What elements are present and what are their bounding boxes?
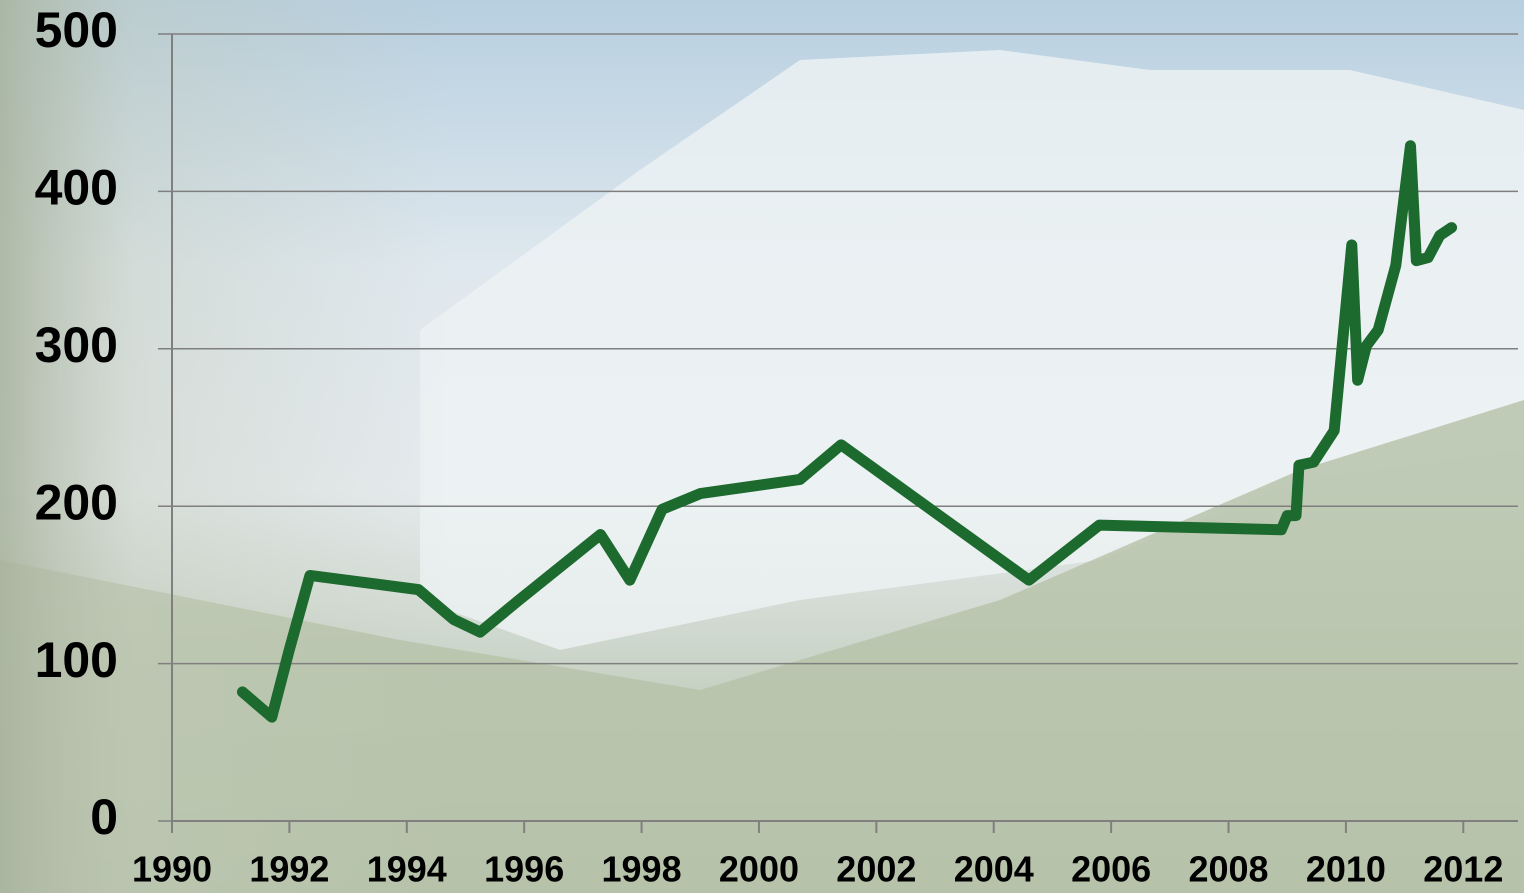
y-tick-label: 100	[35, 632, 118, 688]
x-tick-label: 2004	[954, 849, 1034, 890]
x-tick-label: 1996	[484, 849, 564, 890]
x-tick-label: 2010	[1306, 849, 1386, 890]
y-tick-label: 300	[35, 317, 118, 373]
trees	[0, 0, 450, 893]
y-tick-label: 500	[35, 2, 118, 58]
x-tick-label: 2000	[719, 849, 799, 890]
y-tick-label: 400	[35, 160, 118, 216]
x-tick-label: 2008	[1188, 849, 1268, 890]
y-tick-label: 0	[90, 789, 118, 845]
x-tick-label: 1998	[602, 849, 682, 890]
x-tick-label: 2002	[836, 849, 916, 890]
x-tick-label: 1990	[132, 849, 212, 890]
x-tick-label: 2006	[1071, 849, 1151, 890]
x-tick-label: 1994	[367, 849, 447, 890]
y-tick-label: 200	[35, 474, 118, 530]
chart: 0 100 200 300 400 500 1990 1992 1994 1996 1998 2000…	[0, 0, 1524, 893]
x-tick-label: 1992	[249, 849, 329, 890]
x-tick-label: 2012	[1423, 849, 1503, 890]
